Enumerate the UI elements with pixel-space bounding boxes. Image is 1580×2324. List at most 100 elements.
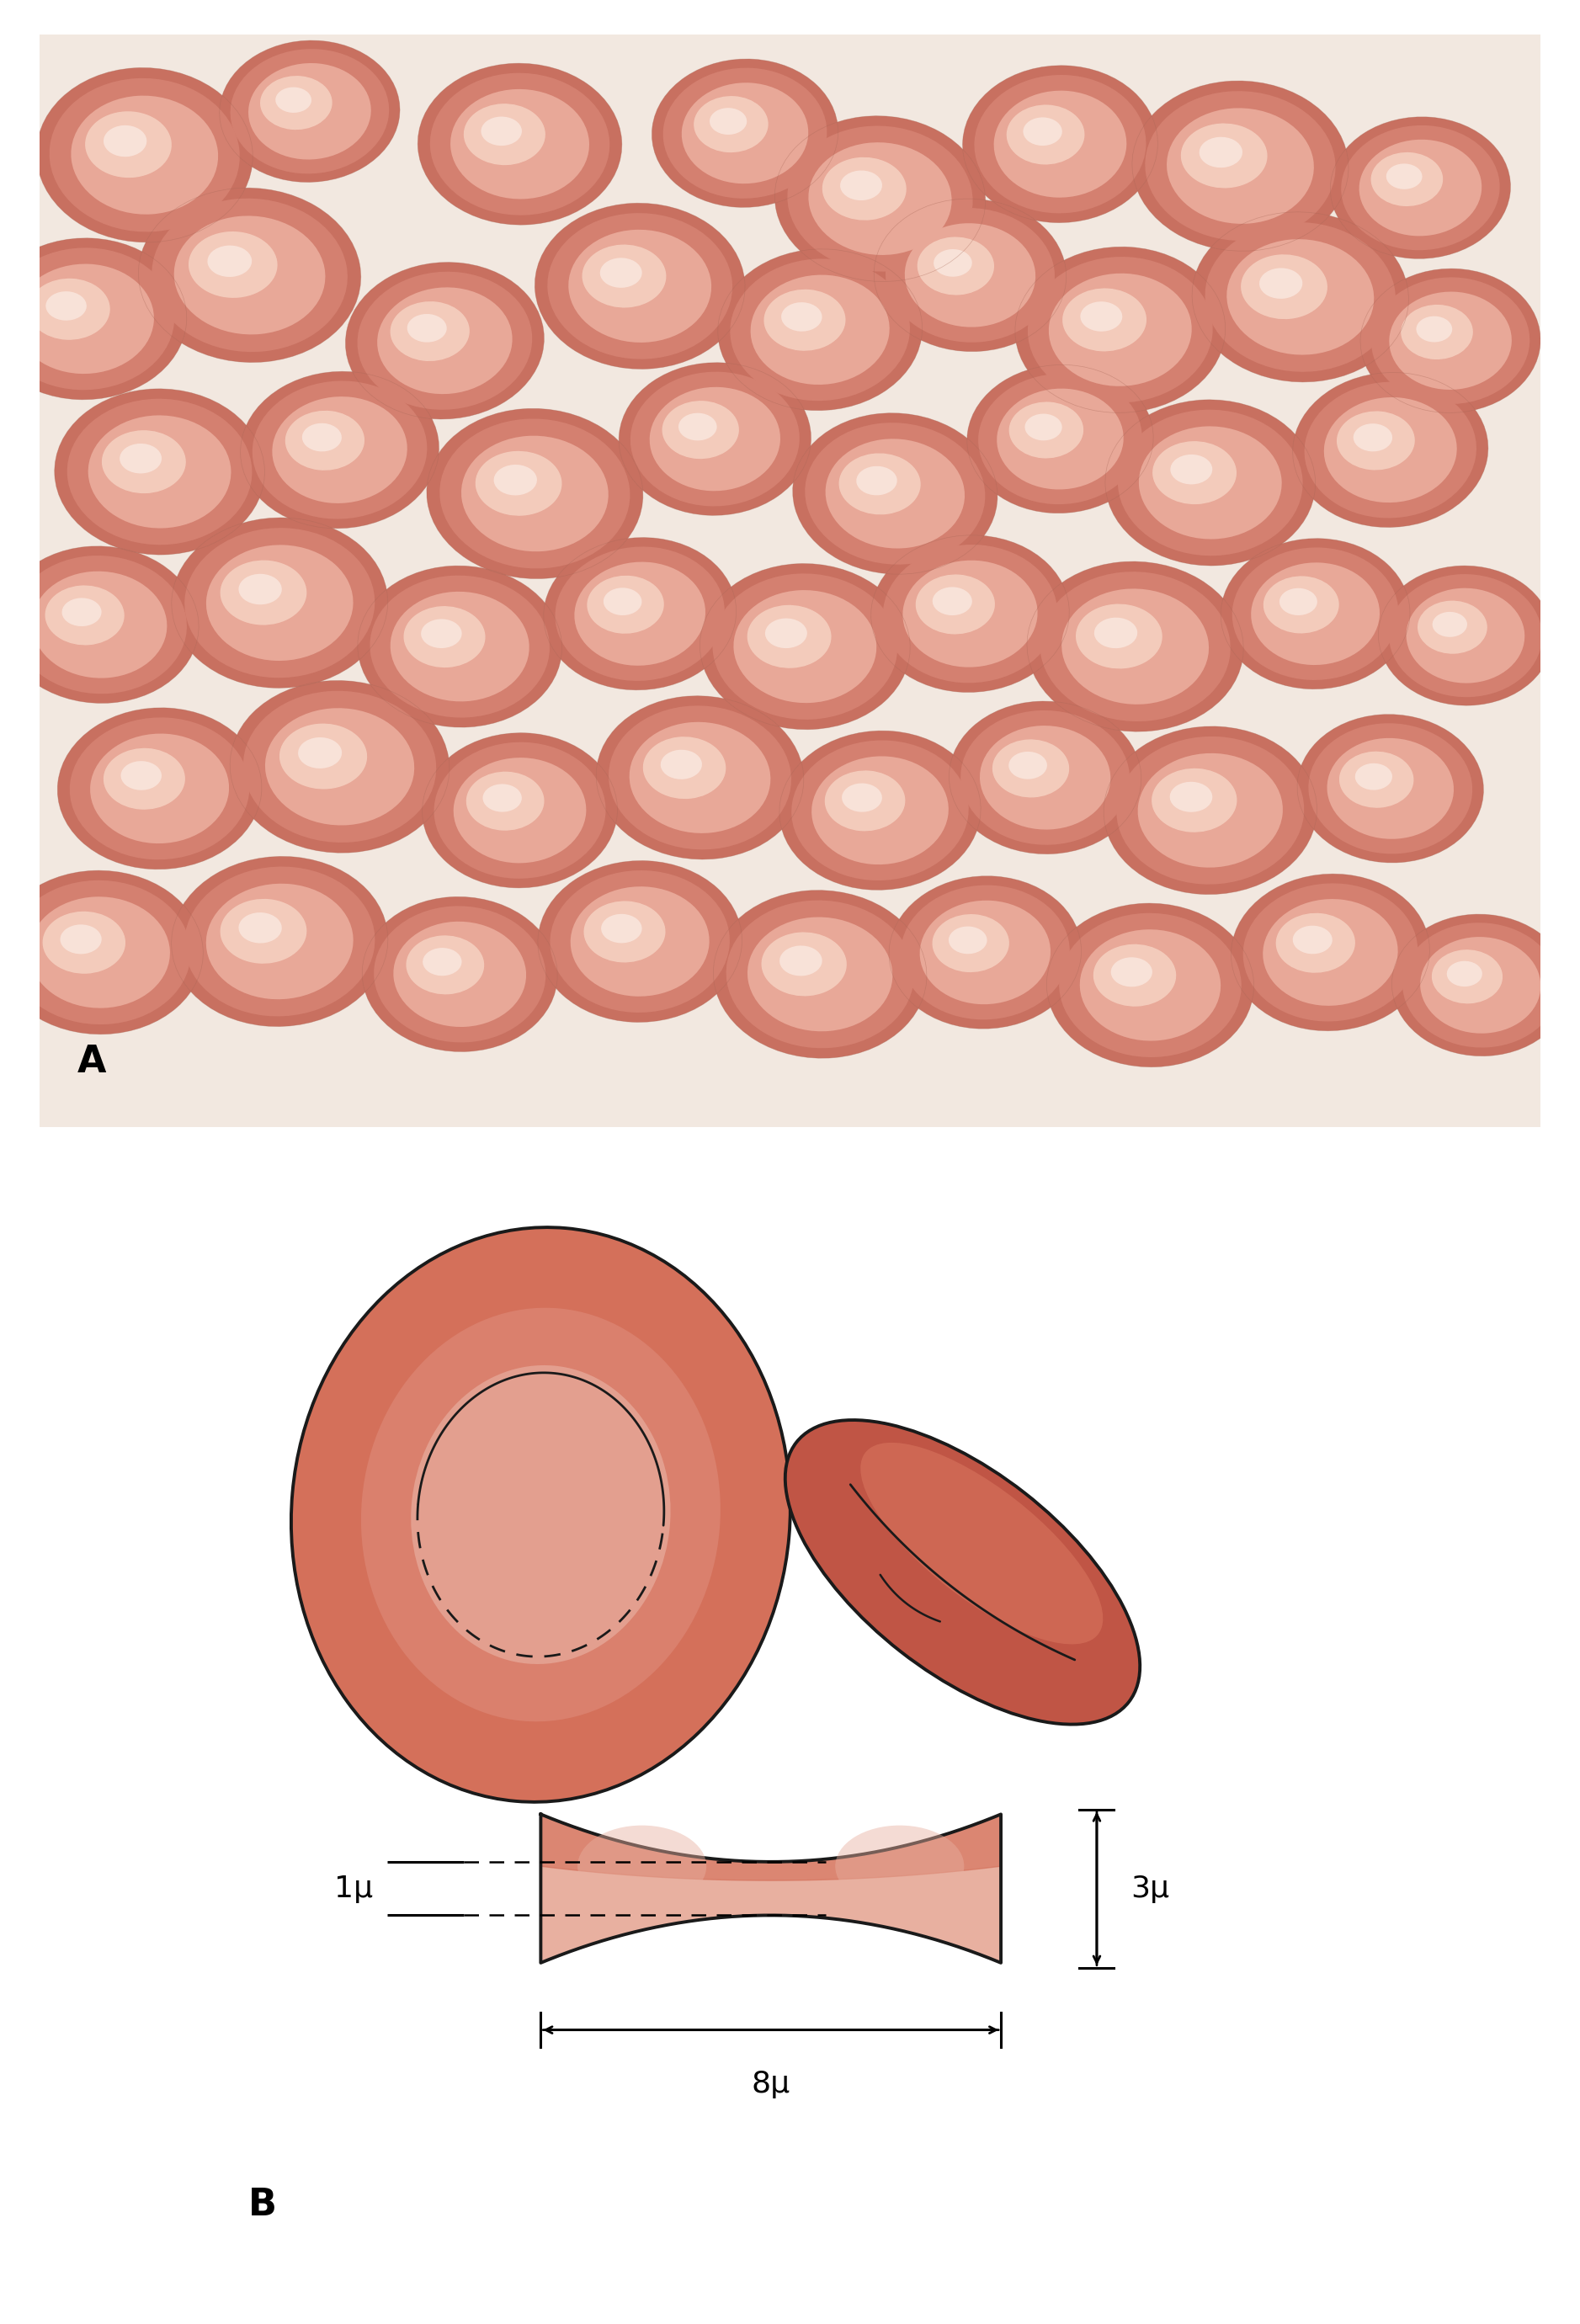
Ellipse shape [1305,381,1476,518]
Ellipse shape [1117,409,1304,555]
Ellipse shape [962,65,1158,223]
Ellipse shape [280,723,367,790]
Ellipse shape [713,574,897,720]
Ellipse shape [1221,539,1409,690]
Ellipse shape [207,246,251,277]
Ellipse shape [1139,425,1281,539]
Ellipse shape [792,741,969,881]
Ellipse shape [54,388,265,555]
Ellipse shape [403,607,485,667]
Ellipse shape [1027,256,1213,402]
Ellipse shape [934,249,972,277]
Ellipse shape [101,430,186,493]
Ellipse shape [975,74,1145,214]
Ellipse shape [809,142,951,256]
Ellipse shape [1392,913,1569,1055]
Ellipse shape [1447,962,1482,988]
Ellipse shape [390,593,529,702]
Ellipse shape [231,681,449,853]
Ellipse shape [1371,153,1443,207]
Ellipse shape [1378,565,1553,706]
Polygon shape [540,1815,1000,1964]
Ellipse shape [901,885,1070,1020]
Ellipse shape [1231,874,1430,1032]
Ellipse shape [681,84,809,184]
Text: A: A [77,1043,106,1081]
Ellipse shape [120,760,161,790]
Ellipse shape [765,618,807,648]
Ellipse shape [812,755,948,865]
Ellipse shape [583,902,665,962]
Ellipse shape [918,237,994,295]
Ellipse shape [588,576,664,634]
Ellipse shape [1076,604,1163,669]
Ellipse shape [653,58,837,207]
Ellipse shape [660,751,702,779]
Ellipse shape [1006,105,1084,165]
Ellipse shape [678,414,717,442]
Ellipse shape [390,302,469,360]
Ellipse shape [174,216,325,335]
Ellipse shape [1292,925,1332,953]
Ellipse shape [423,948,461,976]
Ellipse shape [547,214,733,360]
Ellipse shape [839,453,921,514]
Ellipse shape [555,546,725,681]
Ellipse shape [370,576,550,718]
Ellipse shape [662,400,739,458]
Ellipse shape [600,913,641,944]
Ellipse shape [66,400,253,544]
Ellipse shape [1024,116,1062,146]
Ellipse shape [1040,572,1231,720]
Ellipse shape [1417,600,1487,653]
Ellipse shape [978,374,1142,504]
Ellipse shape [466,772,544,830]
Ellipse shape [1341,125,1499,251]
Ellipse shape [733,590,877,702]
Ellipse shape [997,388,1123,490]
Ellipse shape [534,202,746,370]
Ellipse shape [1433,611,1468,637]
Ellipse shape [1297,713,1484,862]
Ellipse shape [747,604,831,667]
Ellipse shape [825,772,905,832]
Ellipse shape [961,711,1130,846]
Ellipse shape [1138,753,1283,867]
Ellipse shape [275,88,311,114]
Ellipse shape [578,1824,706,1908]
Ellipse shape [762,932,847,997]
Ellipse shape [727,899,913,1048]
Ellipse shape [171,855,389,1027]
Ellipse shape [1062,588,1209,704]
Ellipse shape [600,258,641,288]
Ellipse shape [570,885,709,997]
Ellipse shape [1264,576,1338,634]
Ellipse shape [378,288,512,395]
Ellipse shape [0,249,174,390]
Ellipse shape [1389,293,1512,390]
Ellipse shape [406,937,483,995]
Ellipse shape [205,544,354,660]
Ellipse shape [453,758,586,862]
Ellipse shape [1059,913,1242,1057]
Ellipse shape [346,263,544,418]
Text: 1μ: 1μ [333,1873,373,1903]
Ellipse shape [1010,402,1084,458]
Ellipse shape [302,423,341,451]
Ellipse shape [1014,246,1226,414]
Ellipse shape [856,467,897,495]
Ellipse shape [1146,91,1335,242]
Ellipse shape [495,465,537,495]
Ellipse shape [243,690,436,844]
Ellipse shape [1166,107,1315,223]
Ellipse shape [0,237,186,400]
Ellipse shape [629,723,771,834]
Ellipse shape [883,544,1057,683]
Ellipse shape [461,435,608,551]
Ellipse shape [948,927,988,953]
Ellipse shape [1251,562,1379,665]
Ellipse shape [49,79,240,232]
Ellipse shape [905,223,1035,328]
Ellipse shape [85,112,172,177]
Ellipse shape [694,95,768,153]
